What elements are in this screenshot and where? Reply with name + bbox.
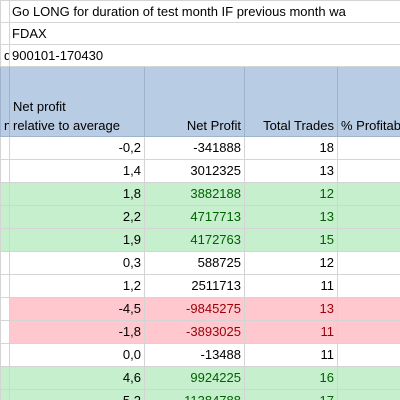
header-relative-line2: relative to average — [13, 118, 120, 133]
table-row: 1,4 3012325 13 — [0, 159, 400, 183]
symbol-label-cell[interactable] — [0, 22, 10, 45]
info-row-symbol: FDAX — [0, 22, 400, 45]
relative-profit-cell[interactable]: -4,5 — [9, 297, 145, 321]
pct-profitable-cell[interactable] — [336, 320, 400, 344]
relative-profit-cell[interactable]: 1,2 — [9, 274, 145, 298]
row-label-cell[interactable] — [0, 343, 10, 367]
relative-profit-cell[interactable]: 4,6 — [9, 366, 145, 390]
row-label-cell[interactable] — [0, 228, 10, 252]
row-label-cell[interactable] — [0, 136, 10, 160]
row-label-cell[interactable] — [0, 251, 10, 275]
total-trades-cell[interactable]: 12 — [244, 251, 338, 275]
total-trades-cell[interactable]: 11 — [244, 274, 338, 298]
total-trades-cell[interactable]: 18 — [244, 136, 338, 160]
total-trades-cell[interactable]: 11 — [244, 320, 338, 344]
row-label-cell[interactable] — [0, 366, 10, 390]
table-row: 5,21138478817 — [0, 389, 400, 400]
table-row: -0,2 -341888 18 — [0, 136, 400, 160]
pct-profitable-cell[interactable] — [336, 274, 400, 298]
table-row: -1,8 -3893025 11 — [0, 320, 400, 344]
net-profit-cell[interactable]: 2511713 — [144, 274, 245, 298]
row-label-cell[interactable] — [0, 320, 10, 344]
relative-profit-cell[interactable]: 0,0 — [9, 343, 145, 367]
net-profit-cell[interactable]: 4172763 — [144, 228, 245, 252]
relative-profit-cell[interactable]: 0,3 — [9, 251, 145, 275]
info-row-strategy: Go LONG for duration of test month IF pr… — [0, 0, 400, 23]
row-label-cell[interactable] — [0, 297, 10, 321]
relative-profit-cell[interactable]: 1,4 — [9, 159, 145, 183]
header-cell-relative[interactable]: Net profit relative to average — [9, 66, 145, 137]
pct-profitable-cell[interactable] — [336, 205, 400, 229]
net-profit-cell[interactable]: 11384788 — [144, 389, 245, 400]
table-row: 1,2 2511713 11 — [0, 274, 400, 298]
pct-profitable-cell[interactable] — [336, 343, 400, 367]
table-row: 2,2 4717713 13 — [0, 205, 400, 229]
net-profit-cell[interactable]: 3882188 — [144, 182, 245, 206]
header-cell-net-profit[interactable]: Net Profit — [144, 66, 245, 137]
pct-profitable-cell[interactable] — [336, 136, 400, 160]
pct-profitable-cell[interactable] — [336, 182, 400, 206]
strategy-label-cell[interactable] — [0, 0, 10, 23]
pct-profitable-cell[interactable] — [336, 251, 400, 275]
total-trades-cell[interactable]: 15 — [244, 228, 338, 252]
header-cell-pct-profitable[interactable]: % Profitab — [336, 66, 400, 137]
table-row: 4,6 9924225 16 — [0, 366, 400, 390]
total-trades-cell[interactable]: 17 — [244, 389, 338, 400]
total-trades-cell[interactable]: 13 — [244, 205, 338, 229]
net-profit-cell[interactable]: -9845275 — [144, 297, 245, 321]
row-label-cell[interactable] — [0, 389, 10, 400]
header-relative-line1: Net profit — [13, 99, 66, 114]
table-row: 0,0 -13488 11 — [0, 343, 400, 367]
total-trades-cell[interactable]: 12 — [244, 182, 338, 206]
net-profit-cell[interactable]: -3893025 — [144, 320, 245, 344]
table-row: 0,3 588725 12 — [0, 251, 400, 275]
table-row: -4,5 -9845275 13 — [0, 297, 400, 321]
info-row-period: d 900101-170430 — [0, 44, 400, 67]
net-profit-cell[interactable]: 3012325 — [144, 159, 245, 183]
pct-profitable-cell[interactable] — [336, 159, 400, 183]
relative-profit-cell[interactable]: 1,9 — [9, 228, 145, 252]
relative-profit-cell[interactable]: 5,2 — [9, 389, 145, 400]
table-row: 1,8 3882188 12 — [0, 182, 400, 206]
relative-profit-cell[interactable]: 1,8 — [9, 182, 145, 206]
net-profit-cell[interactable]: 9924225 — [144, 366, 245, 390]
pct-profitable-cell[interactable] — [336, 389, 400, 400]
row-label-cell[interactable] — [0, 159, 10, 183]
period-label-cell[interactable]: d — [0, 44, 10, 67]
net-profit-cell[interactable]: -13488 — [144, 343, 245, 367]
total-trades-cell[interactable]: 13 — [244, 159, 338, 183]
net-profit-cell[interactable]: 588725 — [144, 251, 245, 275]
total-trades-cell[interactable]: 11 — [244, 343, 338, 367]
pct-profitable-cell[interactable] — [336, 228, 400, 252]
net-profit-cell[interactable]: 4717713 — [144, 205, 245, 229]
strategy-description-cell[interactable]: Go LONG for duration of test month IF pr… — [8, 0, 400, 23]
header-cell-total-trades[interactable]: Total Trades — [244, 66, 338, 137]
pct-profitable-cell[interactable] — [336, 297, 400, 321]
symbol-value-cell[interactable]: FDAX — [8, 22, 400, 45]
table-row: 1,9 4172763 15 — [0, 228, 400, 252]
row-label-cell[interactable] — [0, 182, 10, 206]
pct-profitable-cell[interactable] — [336, 366, 400, 390]
total-trades-cell[interactable]: 16 — [244, 366, 338, 390]
header-cell-first[interactable]: n — [0, 66, 10, 137]
total-trades-cell[interactable]: 13 — [244, 297, 338, 321]
header-row: n Net profit relative to average Net Pro… — [0, 66, 400, 137]
period-value-cell[interactable]: 900101-170430 — [8, 44, 400, 67]
relative-profit-cell[interactable]: 2,2 — [9, 205, 145, 229]
relative-profit-cell[interactable]: -1,8 — [9, 320, 145, 344]
row-label-cell[interactable] — [0, 274, 10, 298]
net-profit-cell[interactable]: -341888 — [144, 136, 245, 160]
relative-profit-cell[interactable]: -0,2 — [9, 136, 145, 160]
row-label-cell[interactable] — [0, 205, 10, 229]
